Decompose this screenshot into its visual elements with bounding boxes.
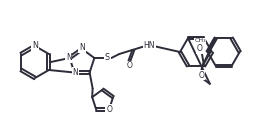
Text: N: N xyxy=(66,53,72,62)
Text: O: O xyxy=(126,61,132,70)
Text: O: O xyxy=(106,105,112,114)
Text: CH₃: CH₃ xyxy=(194,38,206,43)
Text: HN: HN xyxy=(144,42,155,51)
Text: O: O xyxy=(197,44,203,53)
Text: O: O xyxy=(198,71,204,80)
Text: N: N xyxy=(32,42,38,51)
Text: N: N xyxy=(79,44,85,52)
Text: S: S xyxy=(105,53,110,62)
Text: N: N xyxy=(73,68,78,77)
